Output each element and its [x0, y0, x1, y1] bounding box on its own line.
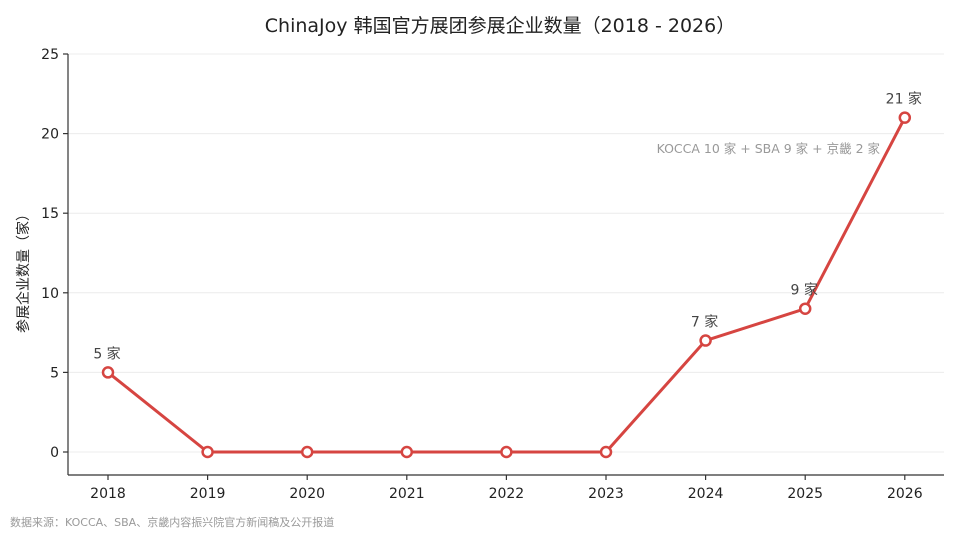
- x-tick-label: 2024: [688, 486, 724, 502]
- x-tick-label: 2018: [90, 486, 126, 502]
- x-tick-label: 2020: [289, 486, 325, 502]
- x-tick-label: 2019: [190, 486, 226, 502]
- data-labels: 5 家 7 家 9 家 21 家: [93, 91, 922, 363]
- data-point: [400, 445, 414, 459]
- y-tick-label: 20: [41, 127, 59, 143]
- x-tick-label: 2023: [588, 486, 624, 502]
- data-point: [699, 334, 712, 347]
- series: [101, 111, 912, 459]
- y-tick-label: 0: [50, 445, 59, 461]
- y-tick-label: 10: [41, 286, 59, 302]
- chart-title: ChinaJoy 韩国官方展团参展企业数量（2018 - 2026）: [265, 15, 735, 37]
- data-point: [898, 111, 912, 124]
- data-point: [101, 366, 115, 379]
- data-point: [599, 445, 613, 459]
- data-label: 21 家: [886, 91, 922, 108]
- data-label: 7 家: [691, 314, 718, 331]
- x-tick-label: 2022: [489, 486, 525, 502]
- series-line: [106, 116, 907, 454]
- grid: [68, 53, 944, 453]
- data-point: [201, 445, 214, 459]
- x-tick-label: 2026: [887, 486, 923, 502]
- data-point: [500, 445, 513, 459]
- data-point: [798, 302, 812, 315]
- x-tick-label: 2025: [787, 486, 823, 502]
- y-tick-label: 5: [50, 365, 59, 381]
- x-tick-label: 2021: [389, 486, 425, 502]
- y-tick-label: 15: [41, 206, 59, 222]
- y-tick-label: 25: [41, 47, 59, 63]
- data-label: 5 家: [93, 345, 120, 362]
- y-axis-label: 参展企业数量（家）: [15, 207, 32, 333]
- data-point: [300, 445, 314, 459]
- data-label: 9 家: [791, 282, 818, 299]
- annotation-text: KOCCA 10 家 + SBA 9 家 + 京畿 2 家: [657, 141, 881, 156]
- source-note: 数据来源：KOCCA、SBA、京畿内容振兴院官方新闻稿及公开报道: [10, 515, 334, 529]
